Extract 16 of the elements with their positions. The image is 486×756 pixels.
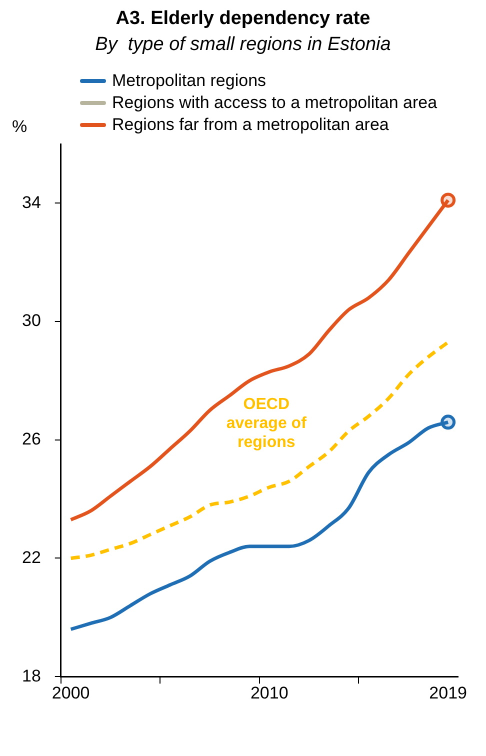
legend-label: Regions with access to a metropolitan area (112, 92, 438, 114)
chart-title: A3. Elderly dependency rate (114, 8, 372, 30)
legend-label: Regions far from a metropolitan area (112, 114, 389, 136)
y-axis-title: % (12, 117, 28, 136)
y-tick-label: 26 (22, 430, 41, 449)
line-series (69, 340, 450, 560)
x-tick-label: 2010 (250, 683, 288, 702)
y-tick-label: 18 (22, 666, 41, 686)
x-tick-label: 2000 (52, 683, 90, 702)
x-tick-label: 2019 (429, 683, 467, 702)
y-tick-label: 30 (22, 311, 41, 330)
y-tick-label: 34 (22, 192, 41, 212)
annotation: OECD average of regions (226, 396, 308, 451)
y-tick-label: 22 (22, 548, 41, 567)
legend-label: Metropolitan regions (112, 70, 266, 92)
chart-subtitle: By type of small regions in Estonia (94, 34, 392, 56)
